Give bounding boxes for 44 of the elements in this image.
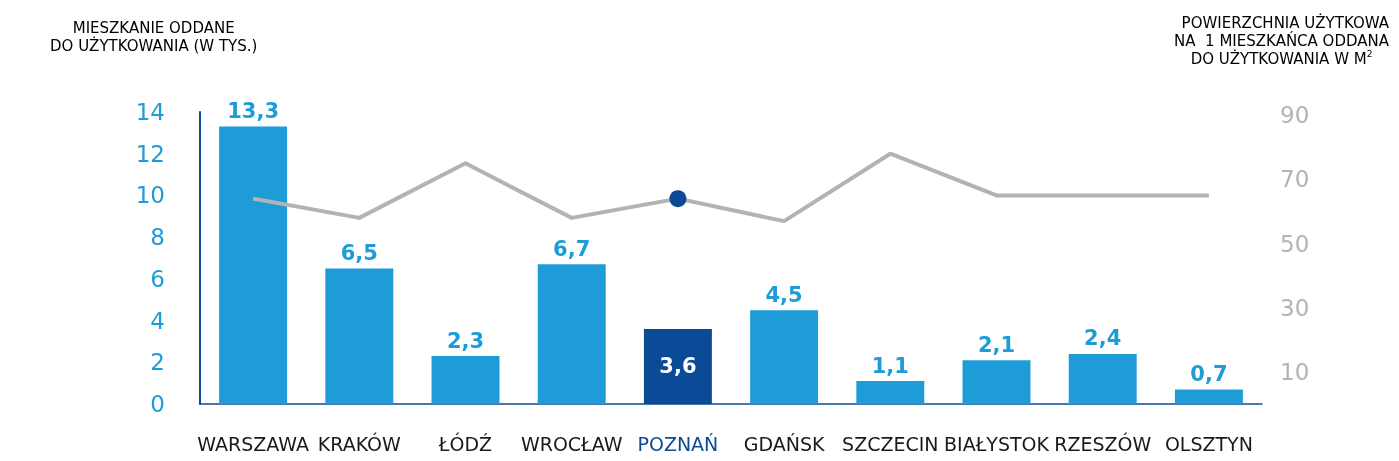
bar (962, 360, 1031, 404)
y2-tick-label: 30 (1280, 294, 1310, 321)
data-label: 4,5 (765, 282, 803, 307)
x-tick-label: SZCZECIN (842, 432, 939, 455)
x-tick-label: GDAŃSK (743, 432, 826, 455)
y-tick-label: 4 (150, 307, 165, 334)
bar (750, 310, 819, 404)
data-label: 1,1 (871, 353, 909, 378)
data-label: 6,5 (340, 240, 378, 265)
x-tick-label: RZESZÓW (1054, 431, 1152, 455)
y-axis-title: MIESZKANIE ODDANE DO UŻYTKOWANIA (W TYS.) (49, 18, 258, 55)
bar (856, 381, 925, 404)
bar (431, 356, 500, 404)
y-tick-label: 12 (135, 140, 165, 167)
x-tick-label: POZNAŃ (637, 432, 719, 455)
y2-tick-label: 90 (1280, 102, 1310, 129)
line-series (251, 151, 1211, 224)
y2-tick-label: 50 (1280, 230, 1310, 257)
data-label: 0,7 (1190, 361, 1228, 386)
y-tick-label: 10 (135, 182, 165, 209)
y-tick-label: 2 (150, 349, 165, 376)
data-label: 2,1 (977, 332, 1016, 357)
bar (325, 268, 394, 404)
bar (537, 264, 606, 404)
x-tick-label: WARSZAWA (197, 432, 309, 455)
y-tick-label: 0 (150, 391, 165, 417)
y-tick-label: 14 (135, 99, 165, 125)
x-tick-label: ŁÓDŹ (437, 431, 493, 455)
data-label: 3,6 (659, 354, 697, 379)
x-tick-label: OLSZTYN (1164, 432, 1253, 455)
bar (1068, 353, 1137, 404)
data-label: 2,3 (446, 328, 485, 353)
x-tick-label: KRAKÓW (317, 431, 402, 455)
data-label: 6,7 (553, 236, 591, 261)
x-tick-label: BIAŁYSTOK (943, 432, 1050, 455)
data-label: 2,4 (1084, 326, 1122, 351)
bar (219, 126, 288, 404)
x-tick-label: WROCŁAW (520, 432, 623, 455)
bar (1174, 389, 1243, 404)
y-tick-label: 6 (150, 265, 165, 292)
y2-tick-label: 10 (1280, 358, 1310, 385)
data-label: 13,3 (227, 99, 280, 124)
y-tick-label: 8 (150, 224, 165, 251)
y2-tick-label: 70 (1280, 166, 1310, 193)
